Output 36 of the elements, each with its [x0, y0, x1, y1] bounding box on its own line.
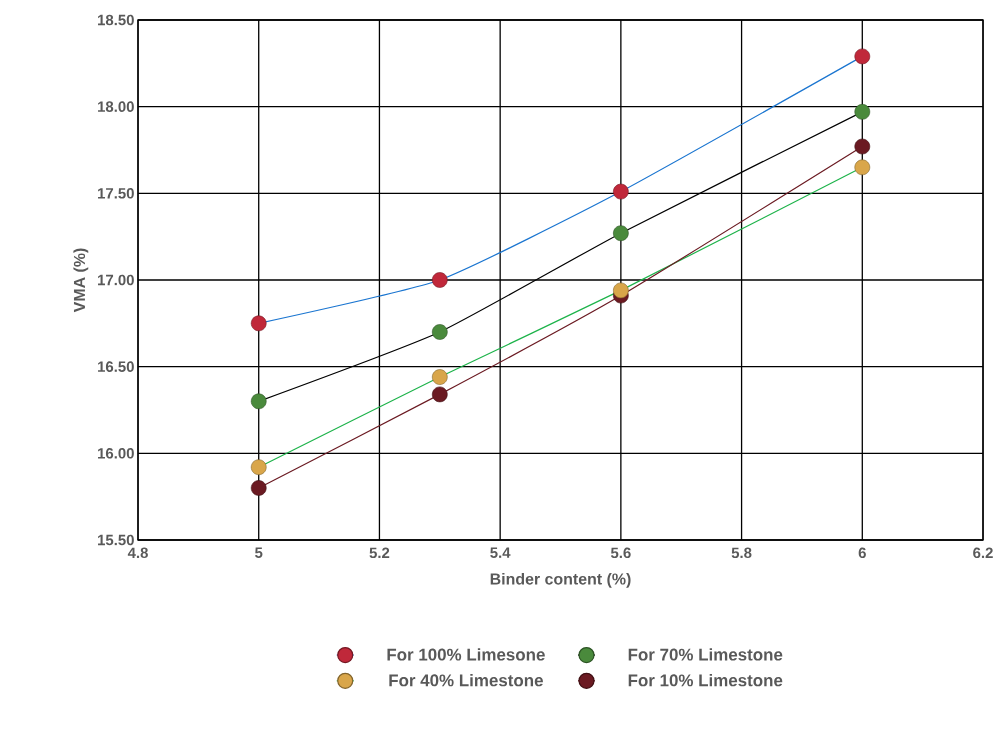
point [854, 48, 871, 65]
x-tick-label: 5.2 [369, 547, 390, 559]
legend-label: For 100% Limesone [387, 648, 545, 661]
point [250, 315, 267, 332]
x-tick-label: 6.2 [973, 547, 993, 559]
point [854, 159, 871, 176]
x-tick-label: 6 [858, 547, 866, 559]
point [250, 393, 267, 410]
y-tick-label: 18.50 [98, 14, 134, 26]
y-tick-label: 17.50 [98, 188, 134, 199]
x-tick-label: 5.6 [610, 547, 631, 559]
y-axis-title: VMA (%) [73, 248, 89, 313]
point [854, 104, 871, 120]
point [613, 183, 629, 200]
y-tick-label: 17.00 [98, 274, 134, 286]
y-tick-label: 16.50 [98, 361, 134, 372]
point [431, 324, 448, 340]
legend-label: For 40% Limestone [389, 673, 543, 687]
point [431, 369, 448, 385]
legend-label: For 10% Limestone [628, 673, 783, 687]
x-tick-label: 5 [255, 547, 263, 558]
point [250, 480, 267, 496]
point [854, 138, 871, 155]
point [250, 459, 267, 475]
point [613, 282, 629, 299]
point [613, 225, 629, 241]
x-tick-label: 4.8 [127, 547, 148, 559]
y-tick-label: 16.00 [98, 448, 134, 459]
point [431, 386, 448, 403]
x-tick-label: 5.8 [731, 547, 752, 559]
x-tick-label: 5.4 [490, 547, 511, 558]
point [431, 272, 448, 288]
y-tick-label: 15.50 [98, 534, 134, 546]
y-tick-label: 18.00 [98, 101, 134, 112]
legend-label: For 70% Limestone [628, 648, 783, 661]
x-axis-title: Binder content (%) [490, 572, 631, 588]
